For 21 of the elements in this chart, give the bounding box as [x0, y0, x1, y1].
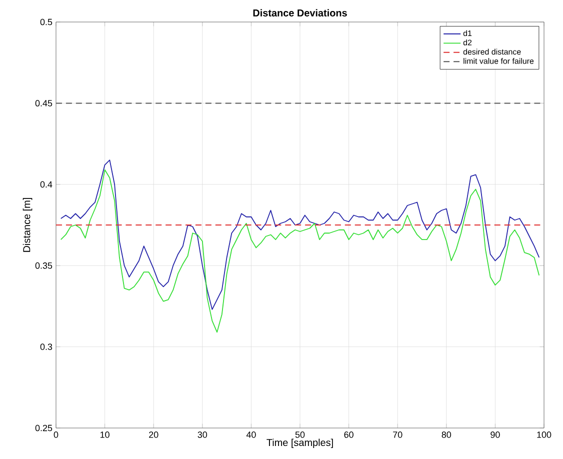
- y-tick-label: 0.45: [35, 100, 52, 106]
- x-tick-label: 90: [490, 432, 500, 438]
- x-tick-label: 60: [344, 432, 354, 438]
- x-tick-label: 100: [537, 432, 552, 438]
- y-tick-label: 0.4: [40, 181, 52, 188]
- line-series: [60, 160, 540, 310]
- x-tick-label: 20: [149, 432, 158, 438]
- x-tick-label: 10: [100, 432, 110, 438]
- chart-title: Distance Deviations: [253, 9, 347, 16]
- x-tick-label: 70: [393, 432, 402, 438]
- x-axis-title: Time [samples]: [266, 438, 333, 448]
- x-tick-label: 30: [198, 432, 208, 438]
- y-tick-label: 0.25: [35, 424, 52, 432]
- y-tick-label: 0.5: [40, 18, 52, 26]
- x-tick-label: 0: [54, 432, 58, 438]
- y-axis-title: Distance [m]: [22, 198, 32, 252]
- x-tick-label: 50: [295, 432, 305, 438]
- y-tick-label: 0.3: [40, 344, 52, 350]
- x-tick-label: 40: [246, 432, 256, 438]
- x-tick-label: 80: [442, 432, 452, 438]
- y-tick-label: 0.35: [35, 262, 52, 269]
